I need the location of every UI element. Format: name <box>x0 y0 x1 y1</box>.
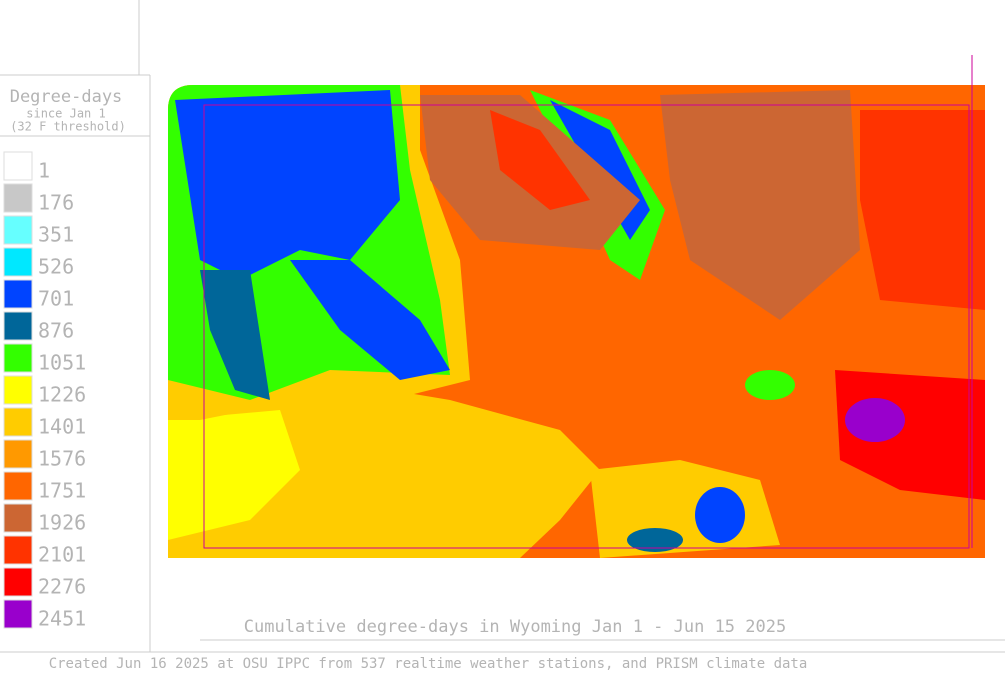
legend-swatch <box>3 247 33 277</box>
region-cold <box>200 270 270 400</box>
state-border <box>203 104 970 549</box>
legend-label: 1926 <box>38 511 86 535</box>
legend: 1 176 351 526 701 876 1051 1226 1401 1576 1751 1926… <box>3 151 86 631</box>
legend-swatch <box>3 311 33 341</box>
legend-label: 1576 <box>38 447 86 471</box>
legend-label: 2451 <box>38 607 86 631</box>
legend-swatch <box>3 183 33 213</box>
region-hottest <box>845 398 905 442</box>
legend-label: 526 <box>38 255 74 279</box>
legend-swatch <box>3 599 33 629</box>
legend-swatch <box>3 279 33 309</box>
region-mild <box>168 410 300 540</box>
legend-label: 1051 <box>38 351 86 375</box>
legend-threshold: (32 F threshold) <box>10 120 126 134</box>
legend-label: 1226 <box>38 383 86 407</box>
legend-title: Degree-days <box>10 87 123 107</box>
legend-label: 1751 <box>38 479 86 503</box>
footer: Created Jun 16 2025 at OSU IPPC from 537… <box>49 656 808 672</box>
legend-swatch <box>3 343 33 373</box>
region-hot <box>490 110 590 210</box>
legend-label: 876 <box>38 319 74 343</box>
legend-label: 351 <box>38 223 74 247</box>
legend-swatch <box>3 567 33 597</box>
legend-swatch <box>3 407 33 437</box>
legend-label: 701 <box>38 287 74 311</box>
legend-subtitle: since Jan 1 <box>26 107 105 121</box>
legend-swatch <box>3 439 33 469</box>
legend-label: 176 <box>38 191 74 215</box>
legend-swatch <box>3 215 33 245</box>
legend-swatch <box>3 471 33 501</box>
region-hot <box>860 110 985 310</box>
legend-label: 1401 <box>38 415 86 439</box>
region-cold <box>695 487 745 543</box>
map <box>168 55 985 558</box>
region-cold <box>175 90 400 280</box>
region-cool <box>745 370 795 400</box>
region-cold <box>290 260 450 380</box>
region-hot <box>660 90 860 320</box>
caption: Cumulative degree-days in Wyoming Jan 1 … <box>244 617 786 637</box>
legend-swatch <box>3 535 33 565</box>
legend-swatch <box>3 503 33 533</box>
legend-swatch <box>3 375 33 405</box>
legend-label: 2101 <box>38 543 86 567</box>
region-cold <box>627 528 683 552</box>
legend-label: 2276 <box>38 575 86 599</box>
legend-label: 1 <box>38 159 50 183</box>
legend-swatch <box>3 151 33 181</box>
